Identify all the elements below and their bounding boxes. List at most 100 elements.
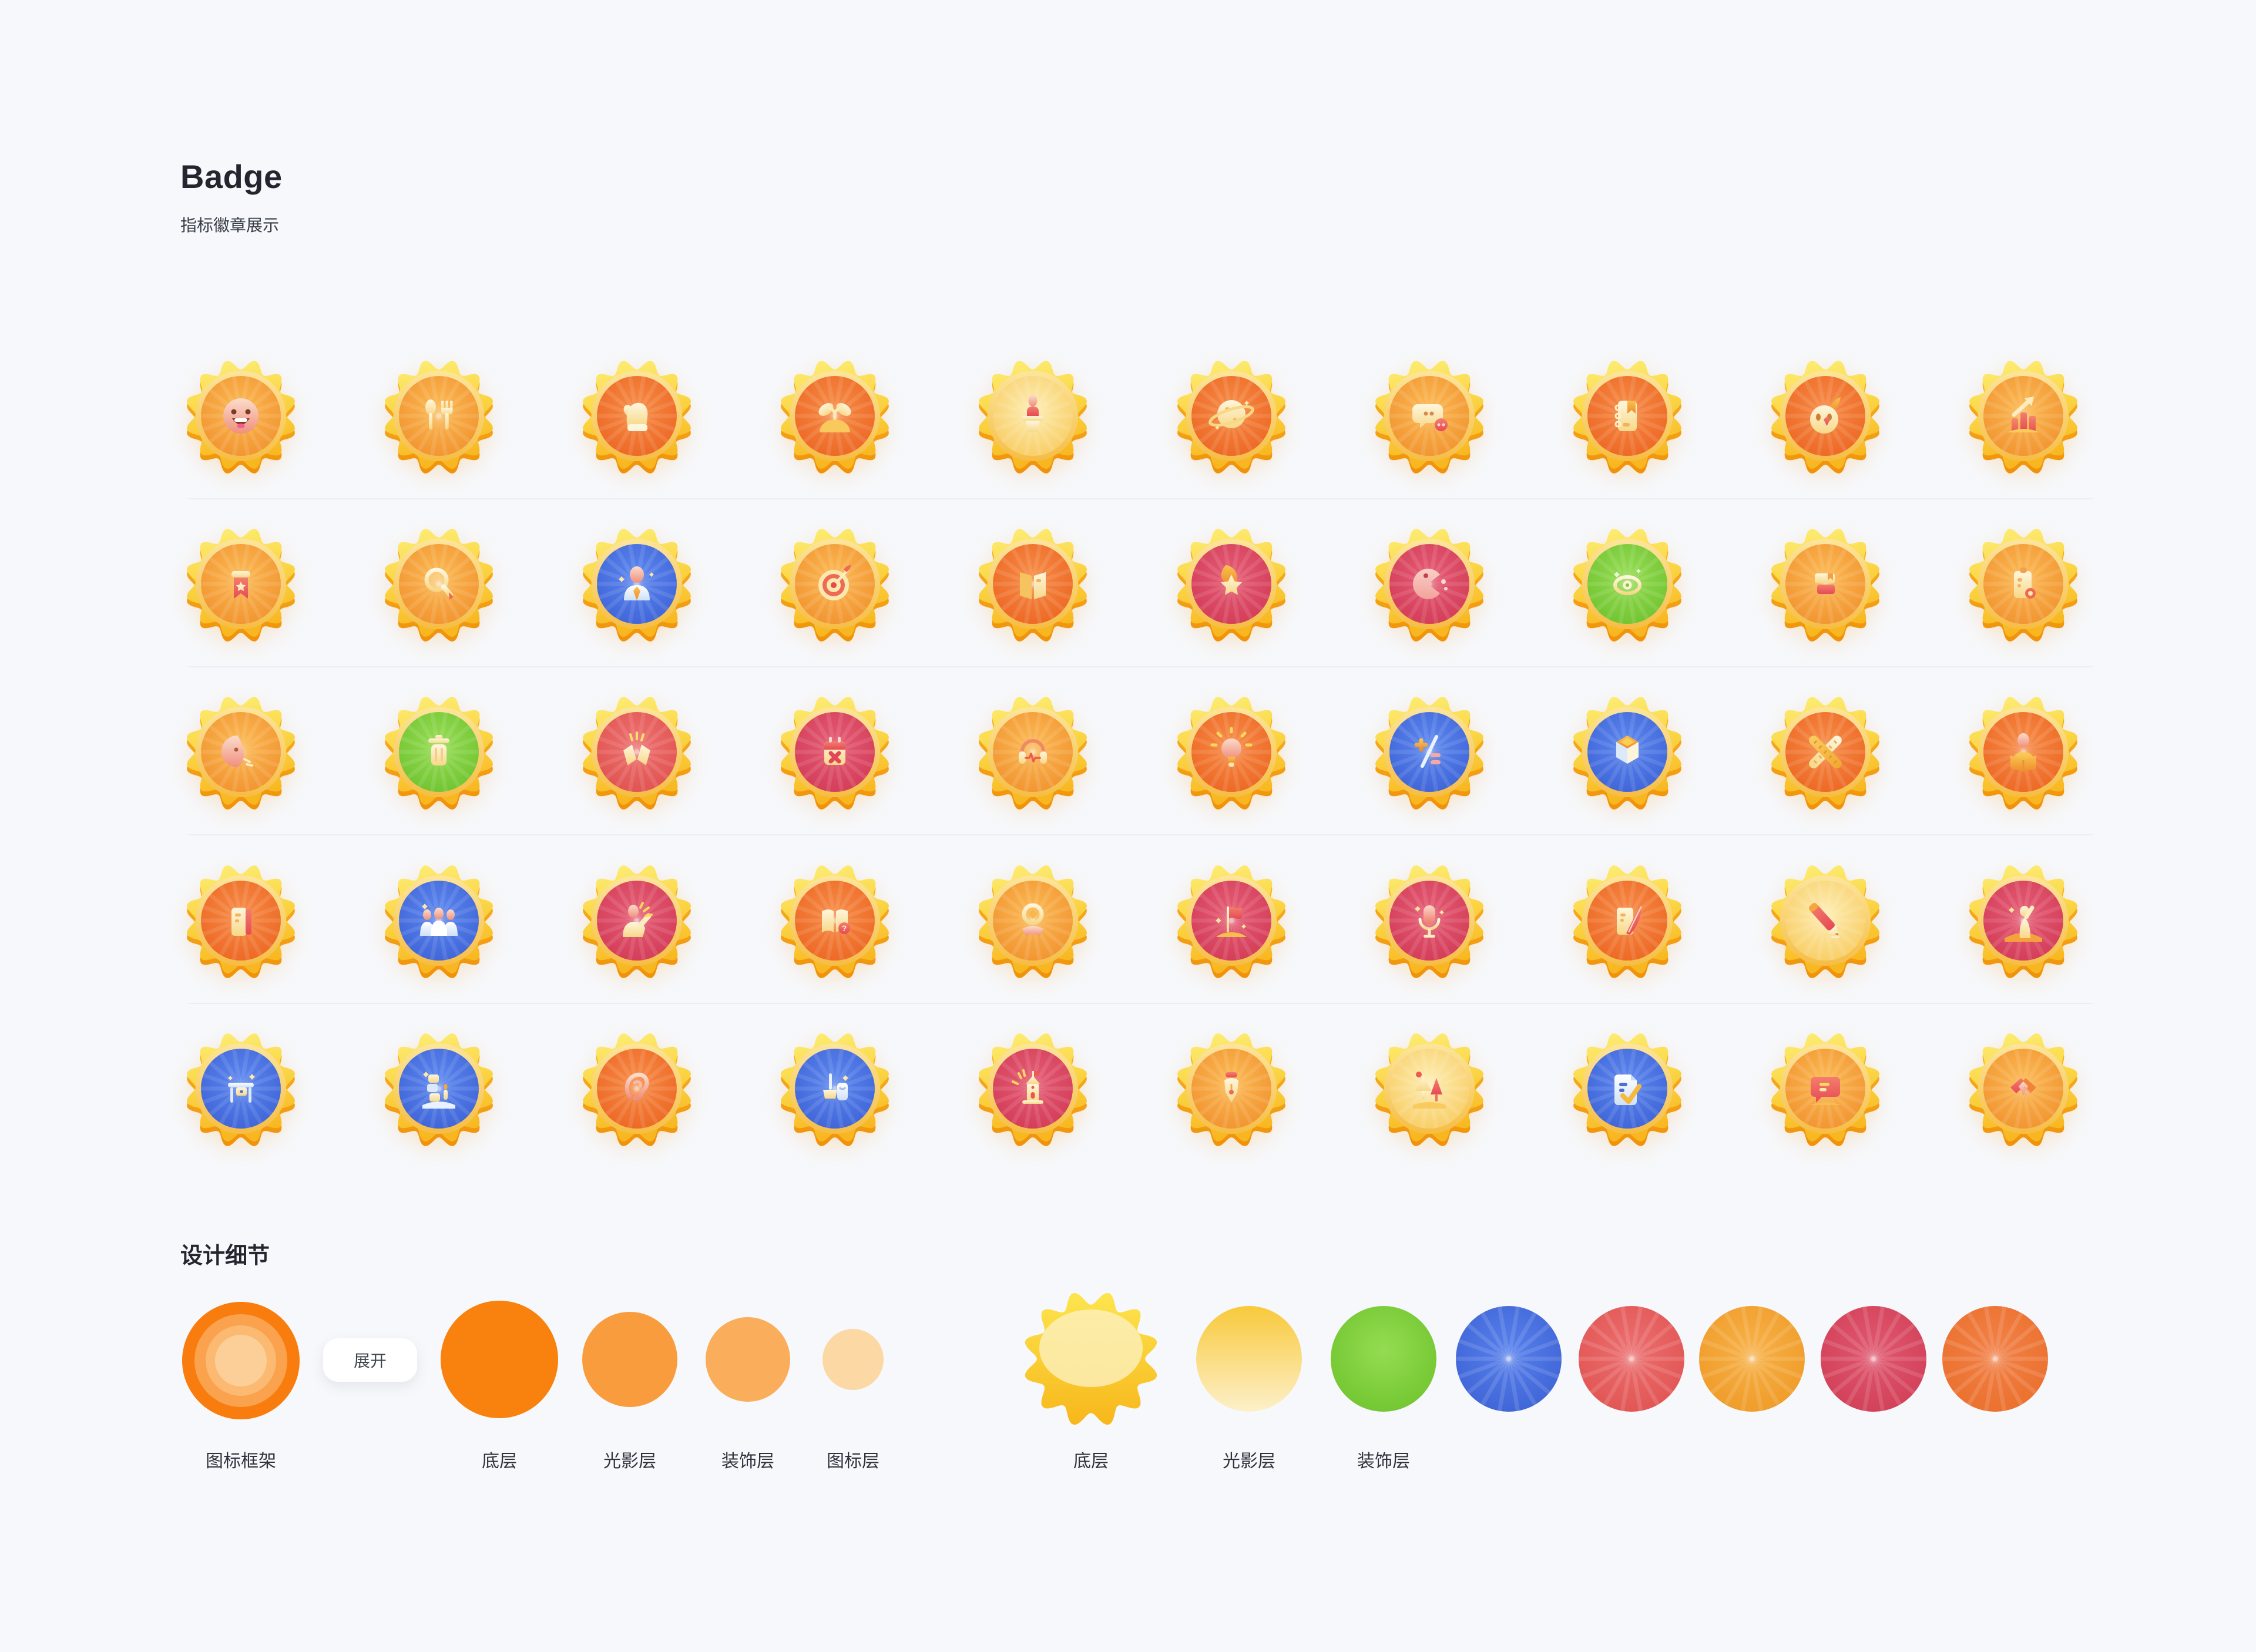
badge-cube <box>1565 691 1690 815</box>
notebook-icon <box>1614 401 1637 431</box>
handshake-icon <box>2010 1078 2036 1096</box>
badge-rulers <box>1763 691 1888 815</box>
badge-planet <box>1169 355 1294 479</box>
badge-hand-raise <box>575 859 699 984</box>
decor-circle-blue <box>1453 1303 1565 1418</box>
badge-frame <box>781 529 889 642</box>
badge-frame <box>979 1033 1087 1146</box>
pen-nib-icon <box>1224 1072 1238 1103</box>
bulb-icon <box>1210 727 1252 767</box>
star-flame-icon <box>1220 565 1242 595</box>
badge-frame <box>979 865 1087 978</box>
chart-icon <box>2006 397 2040 432</box>
expand-button-label: 展开 <box>353 1352 387 1370</box>
badge-trash <box>377 691 501 815</box>
badge-frame <box>1177 529 1285 642</box>
badge-quill <box>1565 859 1690 984</box>
badge-frame <box>979 361 1087 474</box>
icon-frame-label: 图标框架 <box>206 1452 276 1471</box>
badge-frame <box>1375 1033 1483 1146</box>
badge-bird <box>1763 355 1888 479</box>
badge-frame <box>1177 865 1285 978</box>
badge-frame <box>979 529 1087 642</box>
badge-frame <box>583 361 691 474</box>
bird-icon <box>1810 397 1841 434</box>
icon-frame <box>179 1299 303 1425</box>
badge-frame <box>187 1033 295 1146</box>
open-folder-icon <box>1020 572 1046 599</box>
badge-headphones <box>971 691 1095 815</box>
badge-magnifier <box>377 523 501 647</box>
badge-castle <box>971 1028 1095 1152</box>
badge-frame <box>1375 361 1483 474</box>
badge-pen-nib <box>1169 1028 1294 1152</box>
broken-book-icon <box>623 731 651 765</box>
base-scallop <box>1015 1282 1167 1438</box>
badge-clipboard <box>1961 523 2086 647</box>
clipboard-icon <box>2013 568 2036 599</box>
microphone-icon <box>1414 905 1444 938</box>
pencil-icon <box>1808 902 1839 938</box>
badge-frame <box>1375 697 1483 810</box>
badge-blocks <box>377 1028 501 1152</box>
badge-team <box>377 859 501 984</box>
decor-circle-orange <box>1939 1303 2051 1418</box>
badge-frame <box>1771 697 1879 810</box>
expand-button[interactable]: 展开 <box>323 1338 417 1382</box>
decor-circle-amber <box>1696 1303 1808 1418</box>
badge-frame <box>1177 361 1285 474</box>
badge-frame <box>1573 865 1681 978</box>
badge-ear <box>575 1028 699 1152</box>
details-heading: 设计细节 <box>180 1244 270 1268</box>
badge-frame <box>1969 697 2077 810</box>
badge-cleaning <box>773 1028 897 1152</box>
mitten-icon <box>623 402 648 431</box>
badge-frame <box>583 1033 691 1146</box>
cleaning-icon <box>823 1073 849 1100</box>
badge-calendar-x <box>773 691 897 815</box>
math-icon <box>1414 735 1441 768</box>
badge-broken-book <box>575 691 699 815</box>
base-scallop-label: 底层 <box>1073 1452 1109 1471</box>
badge-frame <box>385 529 493 642</box>
badge-microphone <box>1367 859 1492 984</box>
badge-target <box>773 523 897 647</box>
badge-math <box>1367 691 1492 815</box>
badge-message <box>1763 1028 1888 1152</box>
calendar-x-icon <box>824 737 846 765</box>
shade-circle <box>1193 1303 1305 1418</box>
moon-person-icon <box>2004 905 2042 942</box>
castle-icon <box>1012 1069 1044 1104</box>
badge-frame <box>1375 865 1483 978</box>
pacman-icon <box>1412 569 1448 599</box>
shade-layer-label: 光影层 <box>603 1452 656 1471</box>
badge-book-question: ? <box>773 859 897 984</box>
cube-icon <box>1616 736 1639 764</box>
cutlery-icon <box>425 399 453 429</box>
badge-podium <box>971 355 1095 479</box>
reader-icon <box>2010 733 2036 772</box>
team-icon <box>420 904 458 936</box>
target-icon <box>818 565 852 600</box>
badge-frame <box>1969 865 2077 978</box>
shade-layer <box>582 1312 677 1410</box>
quill-icon <box>1616 905 1642 935</box>
row-divider <box>188 834 2093 835</box>
badge-sprout <box>773 355 897 479</box>
svg-text:?: ? <box>842 924 847 933</box>
badge-chat <box>1367 355 1492 479</box>
podium-icon <box>1017 395 1049 432</box>
hand-coin-icon <box>1022 903 1044 936</box>
badge-frame <box>1177 1033 1285 1146</box>
badge-books <box>1763 523 1888 647</box>
badge-desk <box>179 1028 303 1152</box>
base-layer <box>441 1301 558 1421</box>
badge-frame <box>781 361 889 474</box>
badge-frame <box>583 529 691 642</box>
decor-circle-green-label: 装饰层 <box>1357 1452 1410 1471</box>
badge-handshake <box>1961 1028 2086 1152</box>
badge-mitten <box>575 355 699 479</box>
base-layer-label: 底层 <box>482 1452 517 1471</box>
user-icon <box>619 566 654 600</box>
flag-icon <box>1215 906 1247 937</box>
